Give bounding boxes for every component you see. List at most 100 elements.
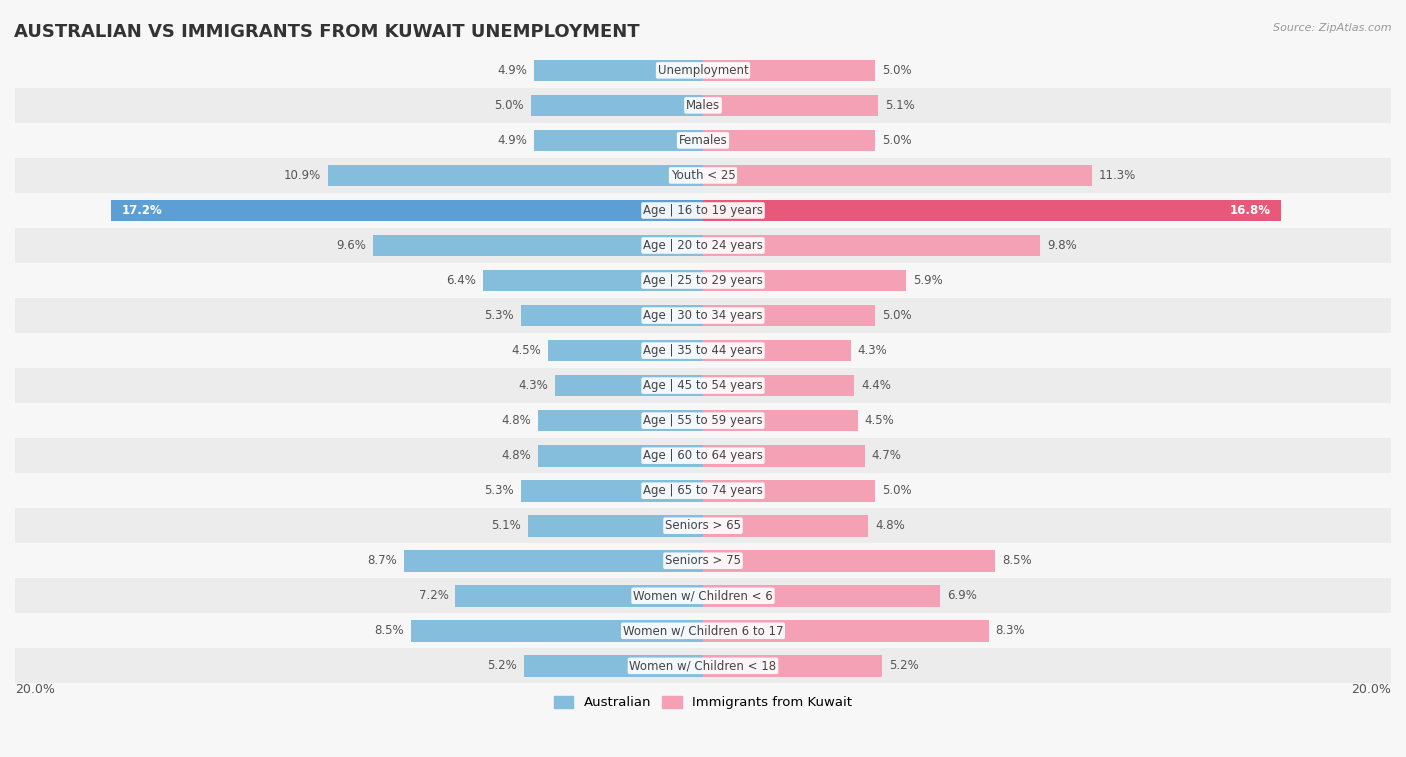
Bar xyxy=(15,88,1391,123)
Bar xyxy=(411,620,703,642)
Bar xyxy=(703,305,875,326)
Text: Age | 45 to 54 years: Age | 45 to 54 years xyxy=(643,379,763,392)
Bar xyxy=(534,60,703,81)
Bar xyxy=(15,368,1391,403)
Text: Age | 30 to 34 years: Age | 30 to 34 years xyxy=(643,309,763,322)
Bar xyxy=(703,164,1091,186)
Bar xyxy=(703,585,941,606)
Text: 5.2%: 5.2% xyxy=(488,659,517,672)
Text: Age | 35 to 44 years: Age | 35 to 44 years xyxy=(643,344,763,357)
Bar xyxy=(531,95,703,117)
Bar xyxy=(520,480,703,502)
Text: 11.3%: 11.3% xyxy=(1098,169,1136,182)
Bar xyxy=(404,550,703,572)
Bar xyxy=(15,53,1391,88)
Bar xyxy=(703,515,868,537)
Bar xyxy=(15,613,1391,648)
Bar xyxy=(703,95,879,117)
Text: Females: Females xyxy=(679,134,727,147)
Text: Seniors > 75: Seniors > 75 xyxy=(665,554,741,567)
Text: 10.9%: 10.9% xyxy=(284,169,321,182)
Text: 5.3%: 5.3% xyxy=(484,484,513,497)
Text: 4.9%: 4.9% xyxy=(498,134,527,147)
Bar xyxy=(373,235,703,257)
Bar xyxy=(703,269,905,291)
Bar xyxy=(520,305,703,326)
Text: Age | 25 to 29 years: Age | 25 to 29 years xyxy=(643,274,763,287)
Bar xyxy=(15,298,1391,333)
Text: 4.9%: 4.9% xyxy=(498,64,527,77)
Bar xyxy=(15,263,1391,298)
Bar xyxy=(703,550,995,572)
Bar xyxy=(15,544,1391,578)
Bar xyxy=(482,269,703,291)
Text: 5.0%: 5.0% xyxy=(882,64,911,77)
Text: 8.7%: 8.7% xyxy=(367,554,396,567)
Text: Unemployment: Unemployment xyxy=(658,64,748,77)
Text: 4.8%: 4.8% xyxy=(502,414,531,427)
Text: AUSTRALIAN VS IMMIGRANTS FROM KUWAIT UNEMPLOYMENT: AUSTRALIAN VS IMMIGRANTS FROM KUWAIT UNE… xyxy=(14,23,640,41)
Bar xyxy=(703,410,858,431)
Text: 4.3%: 4.3% xyxy=(519,379,548,392)
Text: 5.3%: 5.3% xyxy=(484,309,513,322)
Bar xyxy=(534,129,703,151)
Text: 20.0%: 20.0% xyxy=(15,684,55,696)
Bar xyxy=(703,620,988,642)
Text: Youth < 25: Youth < 25 xyxy=(671,169,735,182)
Bar xyxy=(15,193,1391,228)
Text: Age | 65 to 74 years: Age | 65 to 74 years xyxy=(643,484,763,497)
Bar xyxy=(703,445,865,466)
Text: Women w/ Children < 6: Women w/ Children < 6 xyxy=(633,589,773,603)
Bar xyxy=(111,200,703,221)
Bar xyxy=(15,228,1391,263)
Bar xyxy=(555,375,703,397)
Bar xyxy=(524,655,703,677)
Text: Age | 20 to 24 years: Age | 20 to 24 years xyxy=(643,239,763,252)
Bar xyxy=(15,158,1391,193)
Bar xyxy=(703,60,875,81)
Bar xyxy=(548,340,703,361)
Text: Women w/ Children 6 to 17: Women w/ Children 6 to 17 xyxy=(623,625,783,637)
Text: 8.5%: 8.5% xyxy=(1002,554,1032,567)
Text: 4.8%: 4.8% xyxy=(875,519,904,532)
Text: 5.0%: 5.0% xyxy=(495,99,524,112)
Bar xyxy=(15,508,1391,544)
Text: 4.5%: 4.5% xyxy=(865,414,894,427)
Bar xyxy=(15,333,1391,368)
Text: Age | 60 to 64 years: Age | 60 to 64 years xyxy=(643,449,763,463)
Text: 6.4%: 6.4% xyxy=(446,274,477,287)
Bar xyxy=(15,578,1391,613)
Text: 17.2%: 17.2% xyxy=(122,204,162,217)
Bar xyxy=(703,200,1281,221)
Text: Age | 55 to 59 years: Age | 55 to 59 years xyxy=(643,414,763,427)
Text: 5.1%: 5.1% xyxy=(491,519,520,532)
Text: 4.8%: 4.8% xyxy=(502,449,531,463)
Bar xyxy=(703,129,875,151)
Legend: Australian, Immigrants from Kuwait: Australian, Immigrants from Kuwait xyxy=(548,690,858,715)
Bar xyxy=(703,340,851,361)
Bar xyxy=(703,375,855,397)
Text: 5.0%: 5.0% xyxy=(882,484,911,497)
Text: 5.9%: 5.9% xyxy=(912,274,942,287)
Text: 6.9%: 6.9% xyxy=(948,589,977,603)
Bar xyxy=(703,480,875,502)
Text: Age | 16 to 19 years: Age | 16 to 19 years xyxy=(643,204,763,217)
Bar xyxy=(538,410,703,431)
Text: Males: Males xyxy=(686,99,720,112)
Bar xyxy=(328,164,703,186)
Text: 4.7%: 4.7% xyxy=(872,449,901,463)
Text: 16.8%: 16.8% xyxy=(1230,204,1271,217)
Text: 9.8%: 9.8% xyxy=(1047,239,1077,252)
Text: Women w/ Children < 18: Women w/ Children < 18 xyxy=(630,659,776,672)
Bar xyxy=(703,235,1040,257)
Text: 8.3%: 8.3% xyxy=(995,625,1025,637)
Text: 5.1%: 5.1% xyxy=(886,99,915,112)
Text: 9.6%: 9.6% xyxy=(336,239,366,252)
Bar xyxy=(15,438,1391,473)
Bar xyxy=(15,403,1391,438)
Text: 5.0%: 5.0% xyxy=(882,309,911,322)
Bar xyxy=(538,445,703,466)
Bar xyxy=(703,655,882,677)
Bar xyxy=(15,648,1391,684)
Text: 8.5%: 8.5% xyxy=(374,625,404,637)
